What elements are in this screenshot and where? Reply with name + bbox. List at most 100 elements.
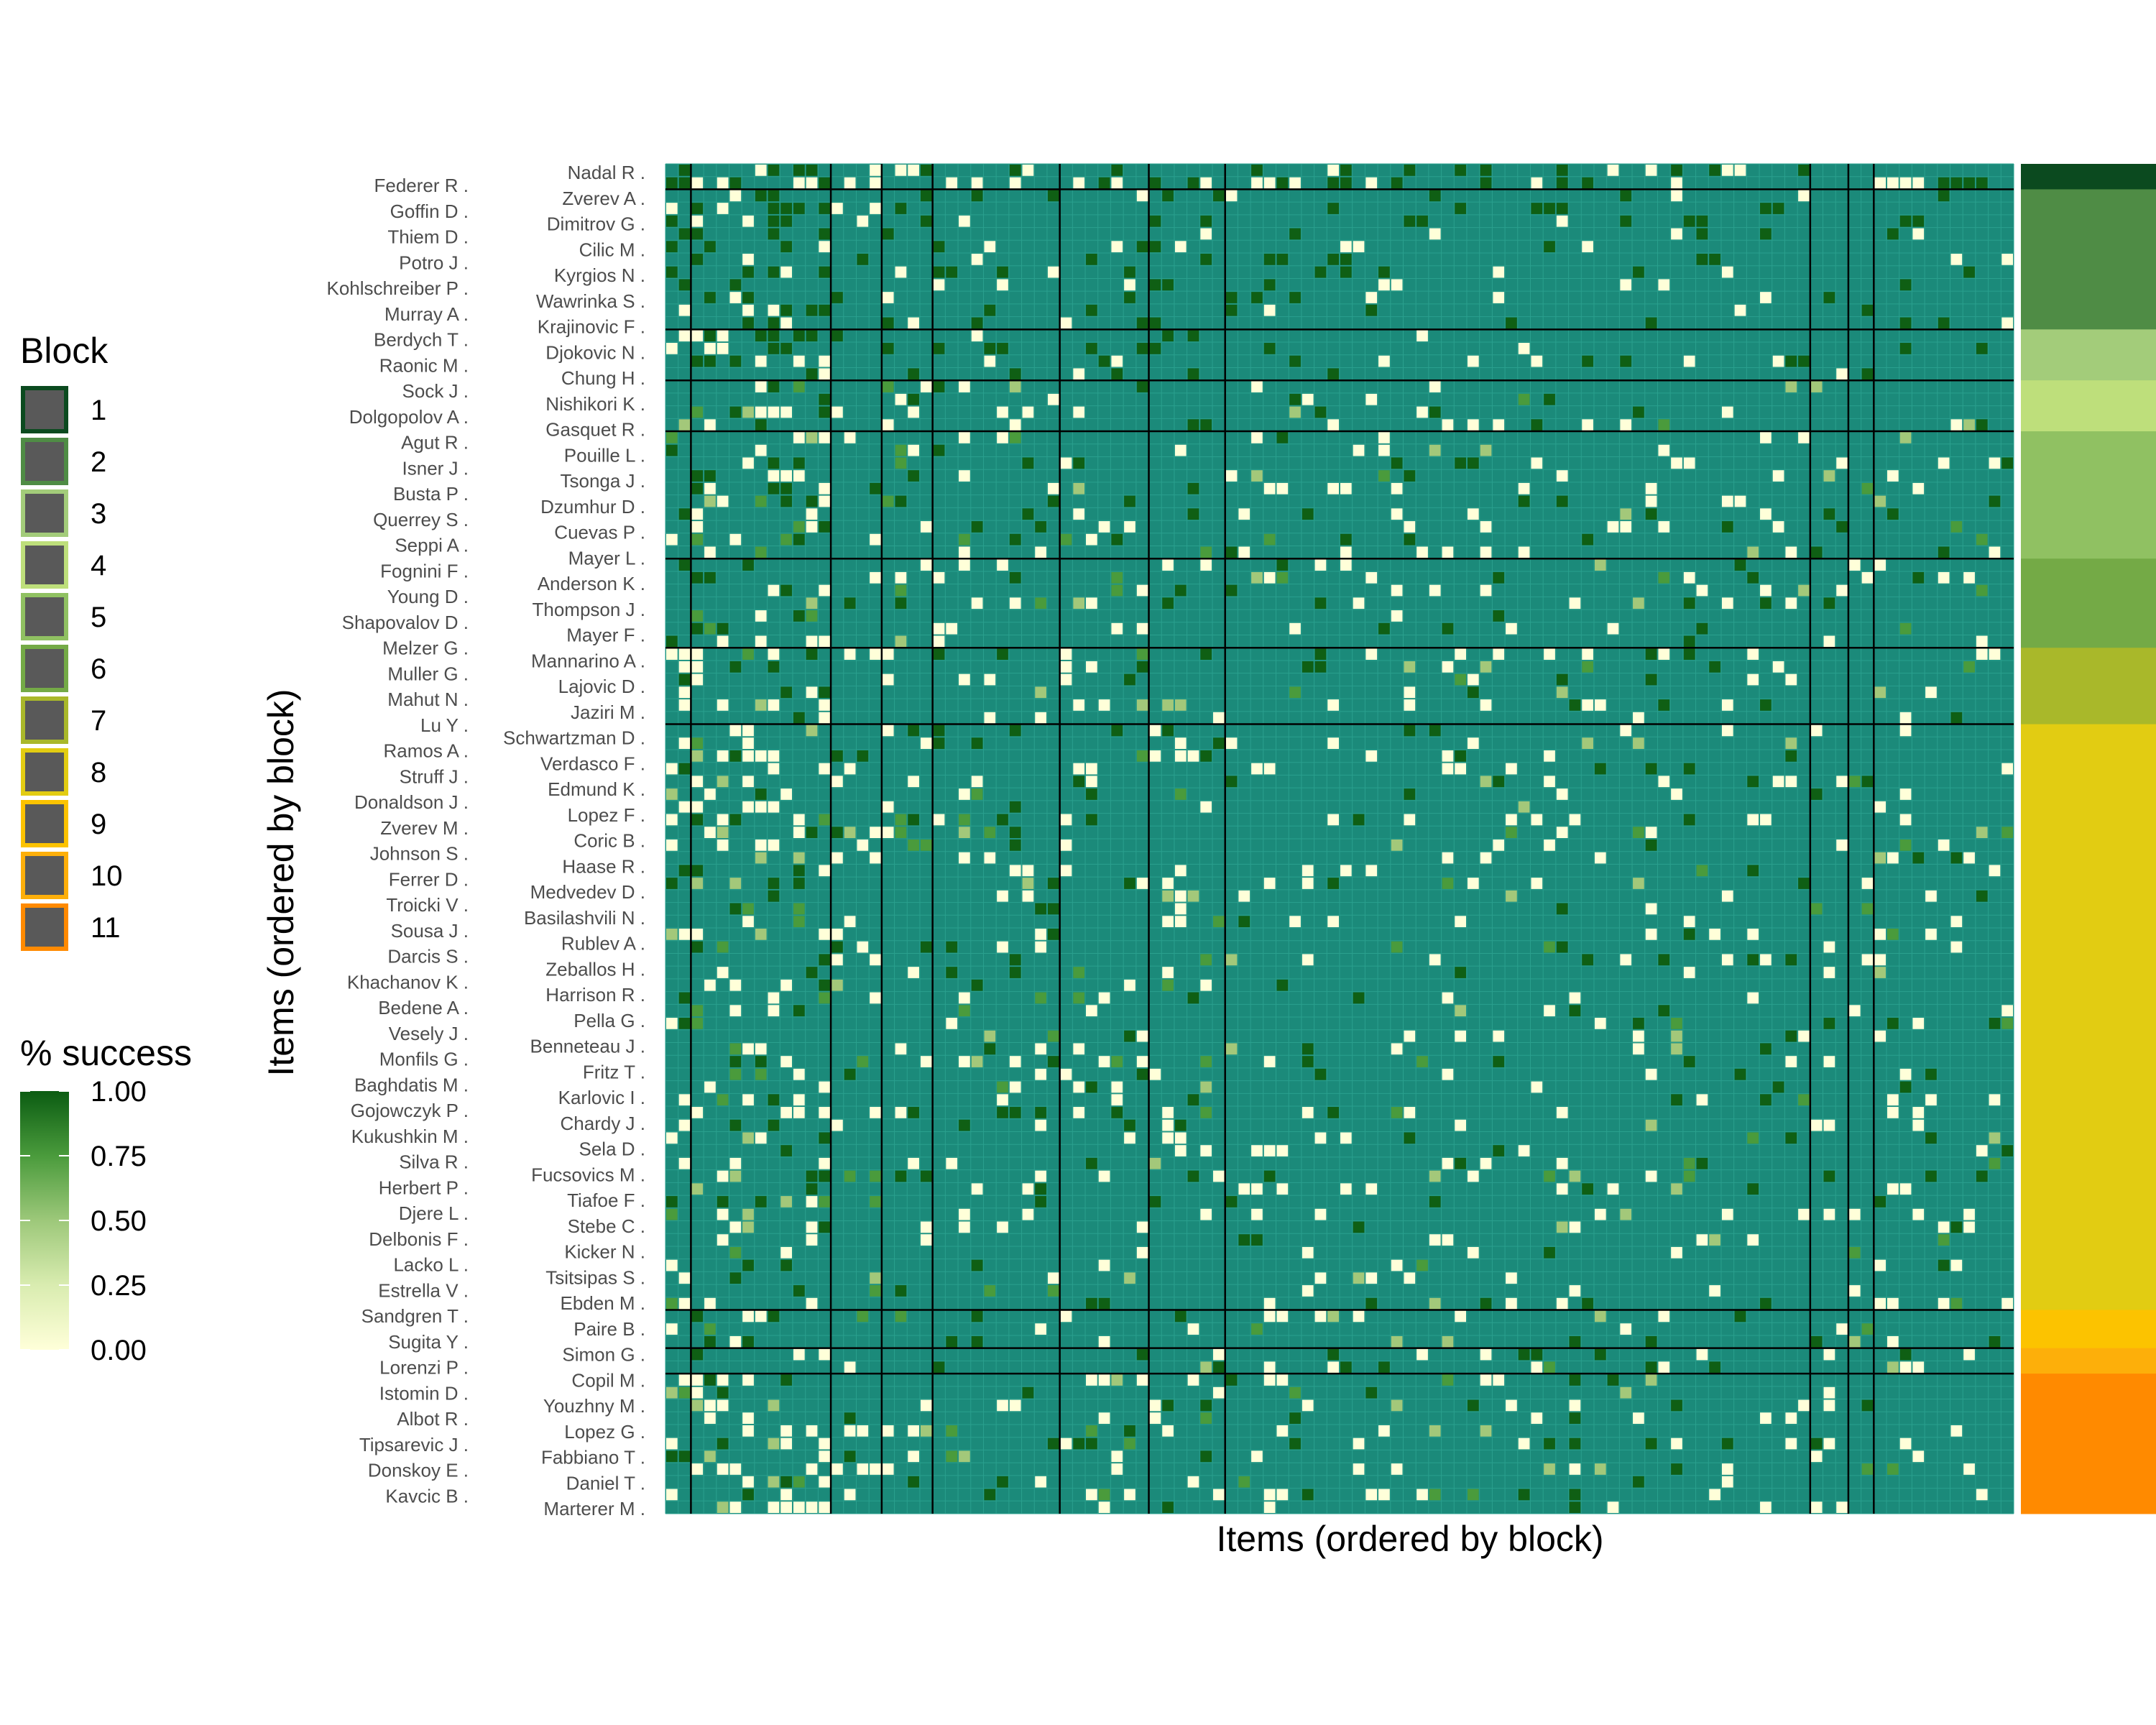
heatmap-cell: [1136, 1068, 1148, 1080]
heatmap-cell: [742, 406, 754, 418]
heatmap-cell: [1187, 890, 1199, 902]
heatmap-cell: [1404, 470, 1416, 482]
heatmap-cell: [1518, 801, 1530, 813]
heatmap-cell: [1060, 1068, 1072, 1080]
heatmap-cell: [1073, 1107, 1085, 1118]
heatmap-cell: [780, 482, 792, 494]
heatmap-cell: [895, 814, 907, 826]
heatmap-cell: [1569, 597, 1581, 610]
heatmap-cell: [1162, 190, 1174, 202]
heatmap-cell: [1594, 1208, 1606, 1220]
heatmap-cell: [1989, 1335, 2001, 1348]
heatmap-cell: [1213, 712, 1225, 724]
heatmap-cell: [1493, 571, 1505, 584]
heatmap-cell: [1009, 432, 1021, 443]
heatmap-cell: [1340, 533, 1352, 546]
heatmap-cell: [1989, 1157, 2001, 1169]
heatmap-cell: [959, 814, 970, 826]
heatmap-cell: [1798, 432, 1810, 443]
heatmap-cell: [933, 1361, 945, 1374]
heatmap-cell: [2001, 763, 2013, 775]
heatmap-cell: [1620, 521, 1632, 533]
heatmap-cell: [819, 1081, 831, 1093]
heatmap-cell: [1633, 406, 1644, 418]
heatmap-cell: [908, 1157, 919, 1169]
heatmap-cell: [1531, 1412, 1543, 1424]
heatmap-cell: [1912, 1018, 1925, 1029]
heatmap-cell: [780, 584, 792, 597]
heatmap-cell: [882, 801, 894, 813]
heatmap-cell: [1162, 699, 1174, 711]
heatmap-cell: [691, 228, 704, 240]
heatmap-cell: [1467, 1399, 1479, 1412]
heatmap-cell: [1531, 457, 1543, 469]
heatmap-cell: [768, 661, 780, 673]
heatmap-cell: [997, 648, 1008, 660]
heatmap-cell: [997, 432, 1008, 443]
heatmap-cell: [1683, 763, 1695, 775]
heatmap-cell: [1263, 1170, 1276, 1182]
heatmap-cell: [666, 878, 678, 889]
heatmap-cell: [1976, 1145, 1988, 1156]
heatmap-cell: [755, 1196, 767, 1208]
heatmap-cell: [704, 1297, 716, 1310]
heatmap-cell: [857, 840, 869, 851]
heatmap-cell: [678, 648, 691, 660]
heatmap-cell: [768, 190, 780, 202]
heatmap-cell: [1200, 1145, 1212, 1156]
heatmap-cell: [1683, 597, 1695, 610]
heatmap-cell: [755, 355, 767, 367]
heatmap-cell: [666, 814, 678, 826]
heatmap-cell: [1238, 890, 1250, 902]
heatmap-cell: [1721, 165, 1733, 176]
heatmap-cell: [1429, 444, 1441, 456]
heatmap-cell: [691, 801, 704, 813]
heatmap-cell: [1225, 737, 1238, 749]
heatmap-cell: [1225, 292, 1238, 303]
heatmap-cell: [729, 979, 742, 991]
heatmap-cell: [1111, 165, 1123, 176]
heatmap-cell: [742, 457, 754, 469]
heatmap-cell: [793, 330, 805, 342]
heatmap-cell: [1060, 648, 1072, 660]
heatmap-cell: [1887, 508, 1899, 520]
heatmap-cell: [1493, 1374, 1505, 1386]
heatmap-cell: [793, 457, 805, 469]
heatmap-cell: [920, 1399, 932, 1412]
heatmap-cell: [1925, 1094, 1937, 1106]
heatmap-cell: [1200, 228, 1212, 240]
heatmap-cell: [691, 1386, 704, 1399]
heatmap-cell: [768, 266, 780, 278]
heatmap-cell: [1544, 1463, 1555, 1475]
heatmap-cell: [1378, 432, 1390, 443]
heatmap-cell: [1225, 776, 1238, 788]
y-tick-label: Fucsovics M .: [531, 1164, 645, 1185]
heatmap-cell: [1225, 546, 1238, 558]
heatmap-cell: [1887, 852, 1899, 864]
heatmap-cell: [691, 1005, 704, 1017]
heatmap-cell: [1327, 737, 1339, 749]
heatmap-cell: [984, 673, 996, 686]
heatmap-cell: [895, 165, 907, 176]
y-tick-label: Fabbiano T .: [541, 1447, 645, 1468]
heatmap-cell: [729, 1119, 742, 1131]
heatmap-cell: [1671, 1183, 1682, 1195]
heatmap-cell: [1149, 1399, 1161, 1412]
heatmap-cell: [1823, 941, 1835, 953]
heatmap-cell: [1899, 279, 1912, 291]
heatmap-cell: [1861, 304, 1874, 316]
heatmap-cell: [819, 241, 831, 253]
heatmap-cell: [1544, 1361, 1555, 1374]
heatmap-cell: [780, 343, 792, 354]
heatmap-cell: [984, 1489, 996, 1501]
heatmap-cell: [1174, 1145, 1187, 1156]
heatmap-cell: [1404, 1132, 1416, 1144]
heatmap-cell: [1760, 814, 1772, 826]
heatmap-cell: [704, 343, 716, 354]
heatmap-cell: [742, 254, 754, 265]
heatmap-cell: [895, 827, 907, 838]
heatmap-cell: [1149, 724, 1161, 737]
heatmap-cell: [1442, 622, 1454, 635]
heatmap-cell: [691, 1107, 704, 1118]
heatmap-cell: [1111, 368, 1123, 380]
